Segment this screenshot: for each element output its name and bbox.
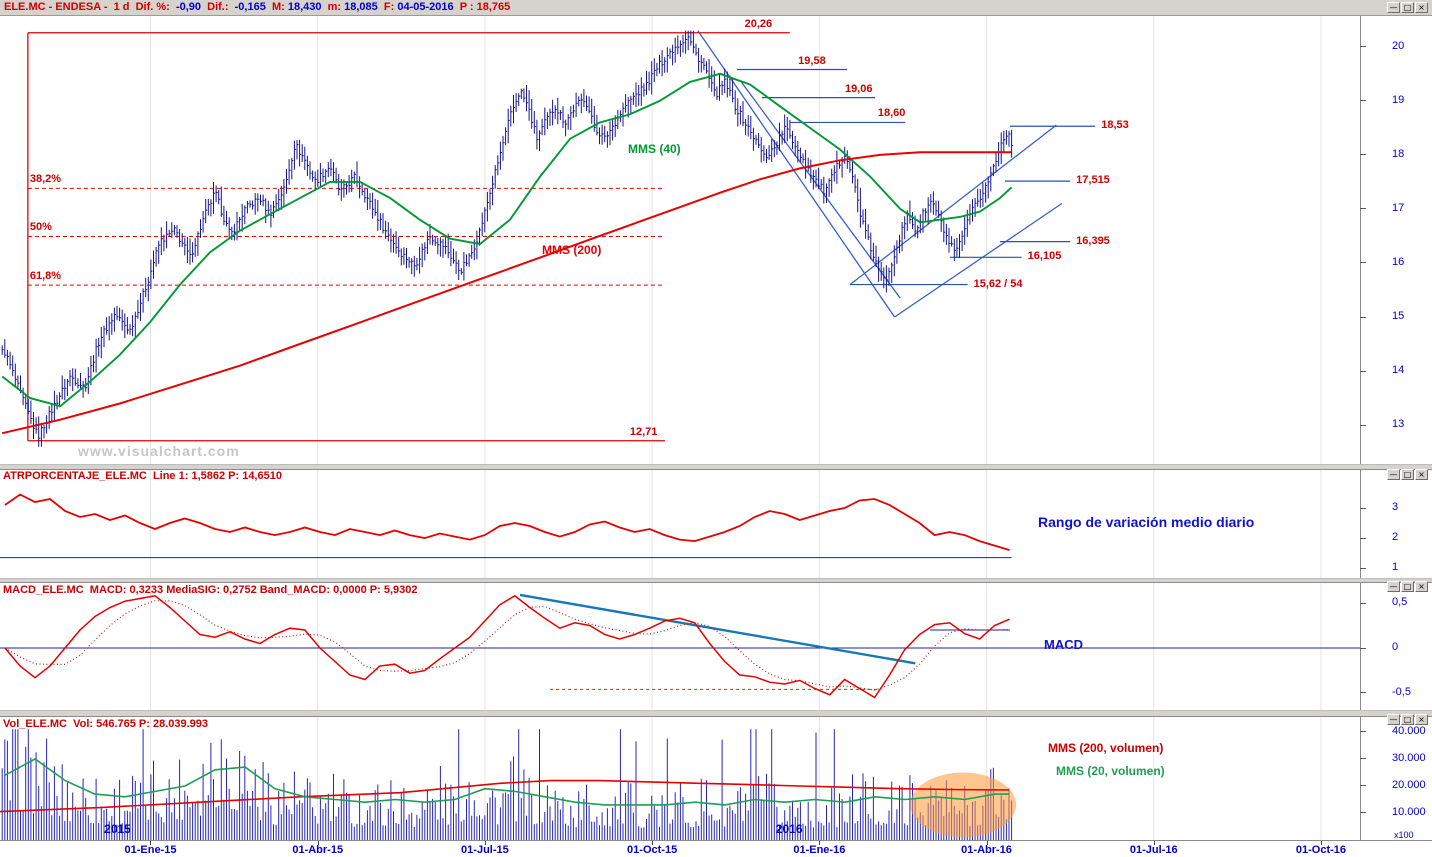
minimize-button[interactable]: — (1387, 714, 1400, 725)
axis-tick (1360, 424, 1366, 426)
axis-tick (1360, 507, 1366, 509)
date-tick (1320, 841, 1322, 845)
quote-segment: 18,085 (344, 1, 384, 13)
axis-tick (1360, 208, 1366, 210)
quote-segment: 04-05-2016 (397, 1, 460, 13)
quote-bar: ELE.MC - ENDESA - 1 d Dif. %: -0,90 Dif.… (0, 0, 1432, 16)
axis-tick-label: 2 (1392, 531, 1399, 544)
axis-tick-label: 20.000 (1392, 778, 1426, 791)
atr-panel-header: ATRPORCENTAJE_ELE.MC Line 1: 1,5862 P: 1… (3, 470, 282, 482)
quote-segment: F: (383, 1, 398, 13)
axis-tick (1360, 100, 1366, 102)
maximize-button[interactable]: □ (1401, 2, 1414, 13)
axis-tick (1360, 370, 1366, 372)
close-button[interactable]: × (1415, 469, 1428, 480)
quote-segment: -0,165 (234, 1, 272, 13)
close-button[interactable]: × (1415, 581, 1428, 592)
minimize-button[interactable]: — (1387, 469, 1400, 480)
window-controls-main: — □ × (1387, 2, 1428, 13)
date-label: 01-Oct-16 (1295, 844, 1347, 856)
date-tick (986, 841, 988, 845)
date-tick (150, 841, 152, 845)
maximize-button[interactable]: □ (1401, 469, 1414, 480)
axis-tick-label: 14 (1392, 364, 1405, 377)
quote-segment: Dif. %: (135, 1, 176, 13)
date-tick (317, 841, 319, 845)
date-label: 01-Abr-16 (961, 844, 1012, 856)
axis-tick-label: 15 (1392, 310, 1405, 322)
axis-tick (1360, 316, 1366, 318)
quote-segment: P : (459, 1, 477, 13)
macd-panel-header: MACD_ELE.MC MACD: 0,3233 MediaSIG: 0,275… (3, 584, 418, 596)
axis-tick-label: 0,5 (1392, 596, 1408, 609)
axis-tick (1360, 647, 1366, 649)
axis-tick-label: 30.000 (1392, 751, 1426, 764)
time-axis[interactable]: 01-Ene-15 01-Abr-15 01-Jul-15 01-Oct-15 01-E… (0, 840, 1432, 857)
axis-tick (1360, 154, 1366, 156)
axis-tick-label: 1 (1392, 561, 1399, 574)
window-controls-macd: — □ × (1387, 581, 1428, 592)
axis-tick (1360, 537, 1366, 539)
date-tick (484, 841, 486, 845)
maximize-button[interactable]: □ (1401, 581, 1414, 592)
axis-tick (1360, 785, 1366, 787)
date-tick (1153, 841, 1155, 845)
panel-splitter[interactable] (0, 464, 1432, 470)
date-label: 01-Abr-15 (292, 844, 344, 856)
maximize-button[interactable]: □ (1401, 714, 1414, 725)
axis-tick (1360, 602, 1366, 604)
close-button[interactable]: × (1415, 2, 1428, 13)
axis-tick-label: 19 (1392, 93, 1405, 106)
window-controls-atr: — □ × (1387, 469, 1428, 480)
quote-segment: M: (271, 1, 288, 13)
date-label: 01-Ene-15 (124, 844, 177, 856)
axis-tick-label: 10.000 (1392, 805, 1426, 818)
date-tick (819, 841, 821, 845)
quote-segment: ELE.MC - ENDESA - 1 d (4, 1, 136, 13)
axis-tick-label: 20 (1392, 39, 1405, 52)
axis-tick-label: -0,5 (1392, 685, 1411, 698)
quote-segment: m: (327, 1, 345, 13)
date-label: 01-Jul-16 (1129, 844, 1178, 856)
axis-tick-label: 17 (1392, 201, 1405, 214)
date-tick (652, 841, 654, 845)
axis-tick (1360, 812, 1366, 814)
axis-tick (1360, 567, 1366, 569)
volume-panel-header: Vol_ELE.MC Vol: 546.765 P: 28.039.993 (3, 718, 209, 730)
quote-segment: Dif.: (207, 1, 235, 13)
close-button[interactable]: × (1415, 714, 1428, 725)
axis-tick-label: 16 (1392, 255, 1405, 268)
minimize-button[interactable]: — (1387, 581, 1400, 592)
price-axis-column[interactable] (1360, 16, 1432, 840)
date-label: 01-Jul-15 (461, 844, 509, 856)
axis-tick (1360, 46, 1366, 48)
axis-tick-label: 40.000 (1392, 724, 1426, 737)
axis-tick-label: 3 (1392, 501, 1399, 514)
panel-splitter[interactable] (0, 578, 1432, 583)
panel-splitter[interactable] (0, 710, 1432, 717)
date-label: 01-Oct-15 (627, 844, 678, 856)
quote-segment: -0,90 (175, 1, 208, 13)
axis-tick-label: 0 (1392, 641, 1399, 653)
quote-segment: 18,765 (476, 1, 511, 13)
window-controls-volume: — □ × (1387, 714, 1428, 725)
axis-tick (1360, 758, 1366, 760)
axis-tick (1360, 262, 1366, 264)
axis-tick-label: 18 (1392, 147, 1405, 160)
quote-segment: 18,430 (287, 1, 328, 13)
axis-tick-label: 13 (1392, 418, 1405, 431)
axis-tick (1360, 692, 1366, 694)
axis-tick (1360, 731, 1366, 733)
date-label: 01-Ene-16 (793, 844, 846, 856)
minimize-button[interactable]: — (1387, 2, 1400, 13)
